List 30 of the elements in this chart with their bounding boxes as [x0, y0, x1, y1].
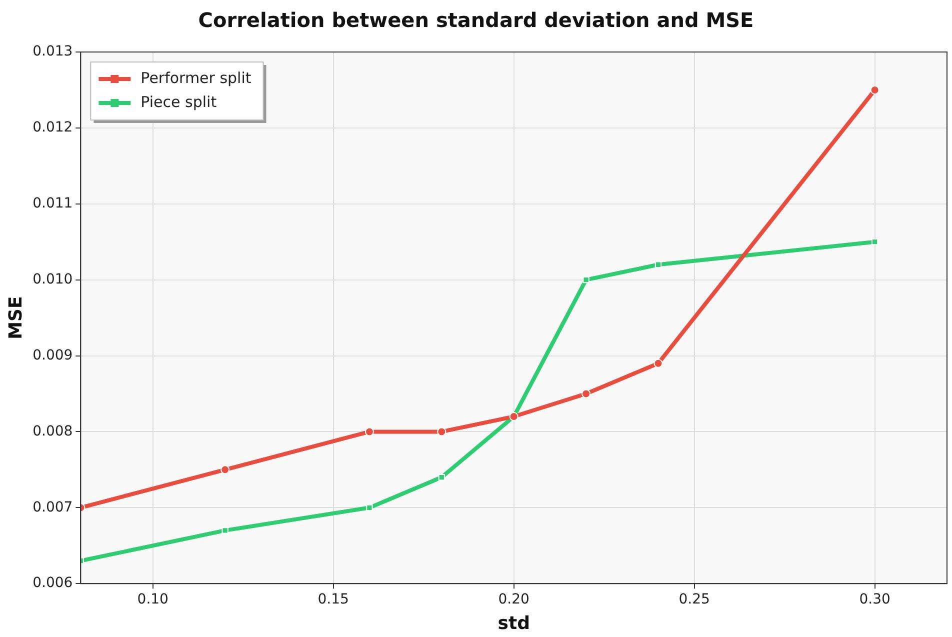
y-tick-label: 0.009	[32, 347, 73, 364]
x-tick-label: 0.20	[498, 592, 530, 608]
y-tick-label: 0.006	[32, 575, 73, 592]
point	[438, 474, 445, 481]
legend-label: Performer split	[140, 68, 252, 87]
x-tick-label: 0.15	[318, 592, 349, 608]
x-tick-label: 0.25	[678, 592, 710, 608]
x-tick-label: 0.10	[137, 592, 168, 608]
point	[220, 465, 230, 474]
point	[582, 276, 590, 284]
chart-title: Correlation between standard deviation and MSE	[198, 8, 754, 32]
x-axis-title: std	[498, 612, 530, 634]
point	[364, 427, 374, 436]
point	[222, 527, 228, 534]
y-tick-label: 0.010	[32, 271, 73, 288]
legend-label: Piece split	[140, 92, 217, 111]
point	[582, 389, 591, 398]
y-tick-label: 0.013	[32, 44, 73, 60]
point	[871, 238, 878, 246]
point	[654, 261, 662, 268]
x-tick-label: 0.30	[859, 592, 890, 608]
y-axis-title: MSE	[5, 296, 26, 340]
point	[870, 85, 880, 94]
y-tick-label: 0.007	[32, 499, 73, 516]
y-tick-label: 0.008	[32, 423, 73, 440]
y-tick-label: 0.012	[32, 120, 73, 136]
point	[437, 427, 446, 436]
point	[654, 358, 663, 368]
y-tick-label: 0.011	[32, 196, 73, 212]
point	[366, 504, 373, 511]
